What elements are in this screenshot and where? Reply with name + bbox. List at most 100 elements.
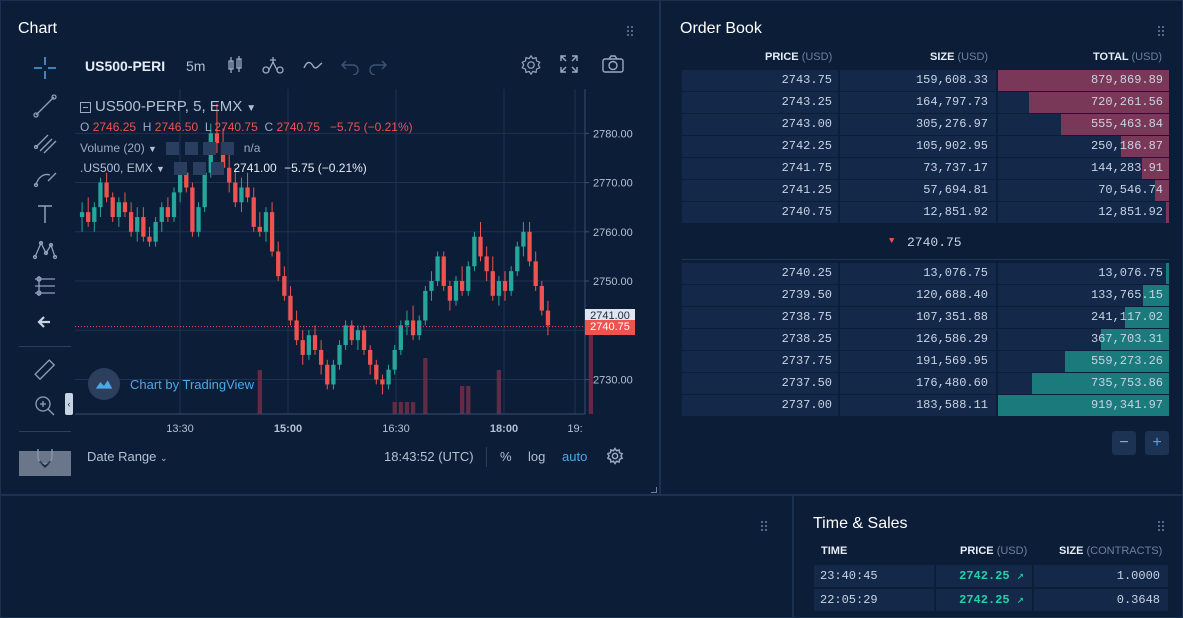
candles-type-icon[interactable] bbox=[225, 55, 245, 75]
symbol-search-button[interactable]: US500-PERI bbox=[85, 58, 166, 74]
drag-handle-icon[interactable] bbox=[626, 24, 634, 36]
brush-icon[interactable] bbox=[19, 163, 71, 193]
price-tick-label: 2760.00 bbox=[593, 227, 633, 239]
ask-row[interactable]: 2742.25 105,902.95 250,186.87 bbox=[682, 136, 1169, 157]
ruler-icon[interactable] bbox=[19, 355, 71, 385]
screenshot-camera-icon[interactable] bbox=[601, 54, 625, 74]
settings-icon[interactable] bbox=[192, 162, 206, 176]
bid-row[interactable]: 2739.50 120,688.40 133,765.15 bbox=[682, 285, 1169, 306]
high-value: 2746.50 bbox=[154, 120, 199, 134]
candle bbox=[435, 251, 440, 286]
text-tool-icon[interactable] bbox=[19, 199, 71, 229]
trade-row[interactable]: 22:05:29 2742.25 ↗ 0.3648 bbox=[814, 589, 1168, 611]
bid-row[interactable]: 2740.25 13,076.75 13,076.75 bbox=[682, 263, 1169, 284]
series-title: US500-PERP, 5, EMX bbox=[95, 98, 243, 115]
date-range-button[interactable]: Date Range ⌄ bbox=[87, 449, 168, 464]
volume-legend[interactable]: Volume (20) ▼ n/a bbox=[80, 141, 260, 156]
drag-handle-icon[interactable] bbox=[1157, 519, 1165, 531]
l-label: L bbox=[204, 120, 212, 134]
ask-size: 159,608.33 bbox=[840, 70, 996, 91]
utc-clock[interactable]: 18:43:52 (UTC) bbox=[384, 449, 474, 464]
collapse-toolbar-button[interactable]: ‹ bbox=[65, 393, 73, 415]
bid-total-cell: 13,076.75 bbox=[998, 263, 1169, 284]
tradingview-watermark[interactable]: Chart by TradingView bbox=[88, 368, 254, 400]
candle-body bbox=[478, 236, 483, 257]
undo-icon[interactable] bbox=[340, 55, 360, 75]
candle bbox=[190, 182, 195, 237]
candle-body bbox=[435, 256, 440, 282]
ask-row[interactable]: 2740.75 12,851.92 12,851.92 bbox=[682, 202, 1169, 223]
bid-total-cell: 367,703.31 bbox=[998, 329, 1169, 350]
drag-handle-icon[interactable] bbox=[760, 519, 768, 531]
trend-line-icon[interactable] bbox=[19, 91, 71, 121]
settings-gear-icon[interactable] bbox=[519, 53, 543, 77]
bid-row[interactable]: 2738.25 126,586.29 367,703.31 bbox=[682, 329, 1169, 350]
price-chart[interactable]: 2780.00 2770.00 2760.00 2750.00 2730.00 13:3… bbox=[75, 89, 635, 442]
bid-row[interactable]: 2737.50 176,480.60 735,753.86 bbox=[682, 373, 1169, 394]
indicators-icon[interactable] bbox=[303, 55, 323, 75]
ask-row[interactable]: 2741.75 73,737.17 144,283.91 bbox=[682, 158, 1169, 179]
close-icon[interactable] bbox=[211, 162, 224, 176]
volume-bar bbox=[410, 402, 416, 414]
bid-total: 367,703.31 bbox=[1090, 332, 1163, 346]
back-arrow-icon[interactable] bbox=[19, 307, 71, 337]
bid-row[interactable]: 2737.00 183,588.11 919,341.97 bbox=[682, 395, 1169, 416]
zoom-in-icon[interactable] bbox=[19, 391, 71, 421]
caret-down-icon[interactable]: ▼ bbox=[246, 103, 257, 114]
settings-icon[interactable] bbox=[184, 142, 198, 156]
caret-down-icon[interactable]: ▼ bbox=[156, 164, 165, 174]
bid-total-cell: 735,753.86 bbox=[998, 373, 1169, 394]
compare-legend[interactable]: .US500, EMX ▼ 2741.00 −5.75 (−0.21%) bbox=[80, 161, 367, 176]
log-scale-toggle[interactable]: log bbox=[528, 449, 546, 464]
candle bbox=[398, 320, 403, 355]
ts-size-column-header: SIZE (CONTRACTS) bbox=[1059, 545, 1162, 557]
chart-settings-gear-icon[interactable] bbox=[606, 447, 624, 468]
eye-icon[interactable] bbox=[166, 142, 180, 156]
bid-price: 2737.75 bbox=[682, 351, 838, 372]
trade-price-value: 2742.25 bbox=[959, 593, 1010, 607]
zoom-in-button[interactable]: + bbox=[1145, 431, 1169, 455]
ask-row[interactable]: 2743.75 159,608.33 879,869.89 bbox=[682, 70, 1169, 91]
ask-row[interactable]: 2743.00 305,276.97 555,463.84 bbox=[682, 114, 1169, 135]
close-icon[interactable] bbox=[203, 142, 216, 156]
redo-icon[interactable] bbox=[368, 55, 388, 75]
drag-handle-icon[interactable] bbox=[1157, 24, 1165, 36]
bid-row[interactable]: 2737.75 191,569.95 559,273.26 bbox=[682, 351, 1169, 372]
crosshair-icon[interactable] bbox=[19, 53, 71, 83]
candle-body bbox=[196, 207, 201, 232]
forecast-tool-icon[interactable] bbox=[19, 271, 71, 301]
candle-body bbox=[147, 236, 152, 242]
compare-symbols-icon[interactable] bbox=[260, 55, 286, 75]
candle bbox=[343, 320, 348, 350]
ask-depth-bar bbox=[998, 70, 1169, 91]
bid-row[interactable]: 2738.75 107,351.88 241,117.02 bbox=[682, 307, 1169, 328]
candle bbox=[165, 197, 171, 222]
size-column-header: SIZE (USD) bbox=[930, 51, 988, 63]
trade-row[interactable]: 23:40:45 2742.25 ↗ 1.0000 bbox=[814, 565, 1168, 587]
series-legend[interactable]: US500-PERP, 5, EMX ▼ bbox=[80, 98, 256, 115]
candle bbox=[92, 202, 97, 232]
percent-scale-toggle[interactable]: % bbox=[500, 449, 512, 464]
ask-row[interactable]: 2741.25 57,694.81 70,546.74 bbox=[682, 180, 1169, 201]
caret-down-icon[interactable]: ▼ bbox=[148, 144, 157, 154]
ts-size-header-label: SIZE bbox=[1059, 545, 1084, 557]
bid-total-cell: 559,273.26 bbox=[998, 351, 1169, 372]
bid-price: 2738.75 bbox=[682, 307, 838, 328]
fullscreen-icon[interactable] bbox=[559, 54, 579, 74]
interval-button[interactable]: 5m bbox=[186, 58, 206, 74]
ask-row[interactable]: 2743.25 164,797.73 720,261.56 bbox=[682, 92, 1169, 113]
ask-total-cell: 70,546.74 bbox=[998, 180, 1169, 201]
eye-icon[interactable] bbox=[174, 162, 188, 176]
collapse-legend-icon[interactable] bbox=[80, 101, 91, 113]
resize-handle-icon[interactable] bbox=[651, 487, 657, 493]
auto-scale-toggle[interactable]: auto bbox=[562, 449, 588, 464]
bid-size: 13,076.75 bbox=[840, 263, 996, 284]
zoom-out-button[interactable]: − bbox=[1112, 431, 1136, 455]
chart-panel: Chart bbox=[0, 0, 660, 495]
more-icon[interactable] bbox=[221, 142, 235, 156]
pattern-tool-icon[interactable] bbox=[19, 235, 71, 265]
candle-body bbox=[220, 143, 226, 168]
fib-tool-icon[interactable] bbox=[19, 127, 71, 157]
expand-tools-button[interactable] bbox=[19, 451, 71, 476]
candle bbox=[490, 256, 495, 301]
